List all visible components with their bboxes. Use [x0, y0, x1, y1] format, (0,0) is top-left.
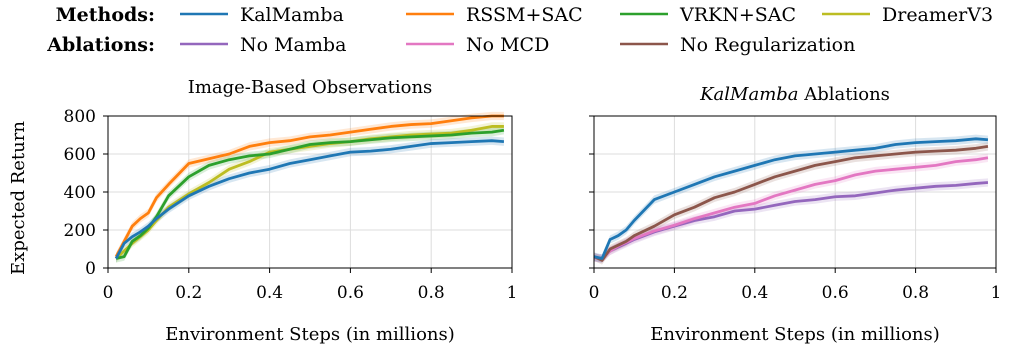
- legend-methods-title: Methods:: [56, 4, 155, 26]
- x-tick-label: 1: [507, 283, 518, 303]
- series-line-kalmamba: [114, 139, 505, 260]
- legend-label-no-regularization: No Regularization: [680, 34, 855, 56]
- legend-label-rssm-sac: RSSM+SAC: [466, 4, 583, 26]
- x-tick-label: 0.4: [256, 283, 283, 303]
- legend: Methods: Ablations: KalMamba RSSM+SAC VRKN…: [46, 4, 993, 56]
- band-kalmamba: [116, 136, 504, 263]
- x-tick-label: 0.6: [822, 283, 849, 303]
- chart-title: Image-Based Observations: [188, 77, 433, 98]
- chart-title-rest: Ablations: [799, 84, 890, 105]
- y-tick-label: 200: [64, 221, 96, 241]
- x-tick-label: 0.6: [337, 283, 364, 303]
- x-axis-label: Environment Steps (in millions): [650, 324, 940, 345]
- x-tick-label: 0: [103, 283, 114, 303]
- legend-label-vrkn-sac: VRKN+SAC: [679, 4, 796, 26]
- series-line-kalmamba: [593, 137, 989, 260]
- legend-label-dreamerv3: DreamerV3: [882, 4, 993, 26]
- series-line-rssm-sac: [114, 114, 504, 258]
- legend-label-kalmamba: KalMamba: [240, 4, 344, 26]
- series-line-no-regularization: [593, 145, 989, 262]
- x-tick-label: 1: [991, 283, 1002, 303]
- legend-ablations-title: Ablations:: [46, 34, 155, 56]
- x-tick-label: 0.8: [902, 283, 929, 303]
- x-tick-label: 0.2: [661, 283, 688, 303]
- chart-image-based-observations: 0 0.2 0.4 0.6 0.8 1 0 200 400 600 800 Environment S…: [8, 77, 517, 345]
- x-tick-label: 0: [589, 283, 600, 303]
- legend-label-no-mamba: No Mamba: [240, 34, 346, 56]
- x-tick-label: 0.8: [418, 283, 445, 303]
- band-vrkn-sac: [116, 126, 504, 263]
- chart-title-italic: KalMamba: [699, 84, 798, 105]
- y-tick-label: 0: [85, 259, 96, 279]
- series-line-vrkn-sac: [115, 128, 505, 260]
- band-no-regularization: [594, 142, 988, 265]
- x-tick-label: 0.4: [741, 283, 768, 303]
- x-axis-label: Environment Steps (in millions): [165, 324, 455, 345]
- y-tick-label: 800: [64, 107, 96, 127]
- band-kalmamba: [594, 134, 988, 263]
- band-no-mcd: [594, 153, 988, 263]
- y-tick-label: 400: [64, 183, 96, 203]
- y-tick-label: 600: [64, 145, 96, 165]
- y-axis-label: Expected Return: [8, 121, 29, 275]
- legend-label-no-mcd: No MCD: [466, 34, 549, 56]
- chart-kalmamba-ablations: 0 0.2 0.4 0.6 0.8 1 Environment Steps (in mill…: [589, 84, 1002, 345]
- x-tick-label: 0.2: [175, 283, 202, 303]
- chart-title: KalMamba Ablations: [699, 84, 890, 105]
